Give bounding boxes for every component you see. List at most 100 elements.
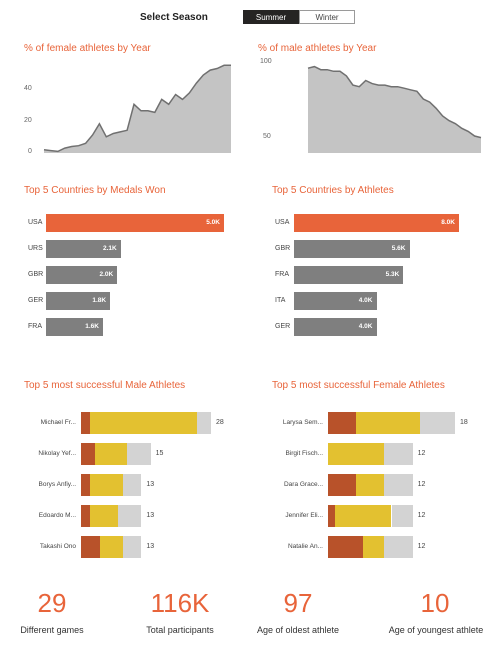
athletes-bar[interactable]: 8.0K bbox=[294, 214, 459, 232]
medals-bar[interactable]: 2.0K bbox=[46, 266, 118, 284]
male-athletes-bronze-segment[interactable] bbox=[81, 443, 95, 465]
female-athletes-athlete-name: Jennifer Eli... bbox=[285, 512, 323, 519]
male-athletes-silver-segment[interactable] bbox=[127, 443, 151, 465]
season-slicer-label: Select Season bbox=[140, 12, 208, 23]
athletes-data-label: 8.0K bbox=[441, 219, 455, 226]
male-athletes-silver-segment[interactable] bbox=[122, 536, 142, 558]
female-ytick-0: 0 bbox=[28, 148, 32, 155]
female-athletes-gold-segment[interactable] bbox=[328, 443, 385, 465]
athletes-bar[interactable]: 5.6K bbox=[294, 240, 410, 258]
male-athletes-athlete-name: Borys Anfiy... bbox=[38, 481, 76, 488]
kpi-games-value: 29 bbox=[37, 588, 67, 618]
medals-category-label: USA bbox=[28, 219, 43, 226]
female-athletes-gold-segment[interactable] bbox=[335, 505, 392, 527]
male-athletes-bronze-segment[interactable] bbox=[81, 536, 100, 558]
medals-data-label: 1.8K bbox=[92, 297, 107, 304]
female-athletes-silver-segment[interactable] bbox=[419, 412, 455, 434]
female-athletes-total-label: 18 bbox=[460, 419, 468, 426]
female-athletes-total-label: 12 bbox=[417, 450, 426, 457]
female-pct-series-line bbox=[43, 64, 231, 153]
male-athletes-gold-segment[interactable] bbox=[90, 505, 119, 527]
male-athletes-gold-segment[interactable] bbox=[94, 443, 128, 465]
athletes-data-label: 5.6K bbox=[391, 245, 406, 252]
female-athletes-silver-segment[interactable] bbox=[384, 536, 413, 558]
male-athletes-silver-segment[interactable] bbox=[118, 505, 142, 527]
kpi-youngest-value: 10 bbox=[420, 588, 450, 618]
male-athletes-bronze-segment[interactable] bbox=[81, 412, 91, 434]
medals-category-label: FRA bbox=[28, 323, 42, 330]
medals-data-label: 2.0K bbox=[99, 271, 114, 278]
female-pct-area bbox=[44, 65, 231, 153]
male-athletes-athlete-name: Nikolay Yef... bbox=[38, 450, 76, 457]
male-ytick-100: 100 bbox=[260, 58, 272, 65]
female-athletes-bronze-segment[interactable] bbox=[328, 474, 357, 496]
kpi-oldest-label: Age of oldest athlete bbox=[256, 625, 340, 635]
male-athletes-silver-segment[interactable] bbox=[197, 412, 211, 434]
kpi-participants-label: Total participants bbox=[146, 625, 214, 635]
athletes-category-label: USA bbox=[275, 219, 290, 226]
athletes-category-label: GBR bbox=[275, 245, 291, 252]
athletes-bar[interactable]: 5.3K bbox=[294, 266, 404, 284]
athletes-category-label: FRA bbox=[275, 271, 289, 278]
female-athletes-chart-title: Top 5 most successful Female Athletes bbox=[272, 380, 445, 391]
female-athletes-bronze-segment[interactable] bbox=[328, 536, 364, 558]
male-athletes-total-label: 13 bbox=[146, 543, 155, 550]
female-athletes-gold-segment[interactable] bbox=[356, 412, 420, 434]
female-athletes-gold-segment[interactable] bbox=[363, 536, 385, 558]
medals-category-label: GBR bbox=[28, 271, 44, 278]
male-ytick-50: 50 bbox=[263, 133, 271, 140]
athletes-category-label: GER bbox=[275, 323, 291, 330]
male-athletes-chart-title: Top 5 most successful Male Athletes bbox=[24, 380, 186, 391]
female-ytick-20: 20 bbox=[24, 117, 32, 124]
season-winter-button[interactable]: Winter bbox=[299, 10, 355, 24]
female-ytick-40: 40 bbox=[24, 85, 32, 92]
athletes-data-label: 5.3K bbox=[385, 271, 400, 278]
medals-bar[interactable]: 2.1K bbox=[46, 240, 121, 258]
female-athletes-gold-segment[interactable] bbox=[356, 474, 385, 496]
male-pct-area bbox=[308, 66, 481, 153]
female-athletes-athlete-name: Dara Grace... bbox=[283, 481, 323, 488]
athletes-bar[interactable]: 4.0K bbox=[294, 292, 377, 310]
male-athletes-gold-segment[interactable] bbox=[90, 412, 198, 434]
female-athletes-athlete-name: Larysa Sem... bbox=[282, 419, 323, 426]
male-athletes-gold-segment[interactable] bbox=[90, 474, 123, 496]
female-athletes-bronze-segment[interactable] bbox=[328, 412, 357, 434]
female-pct-chart-title: % of female athletes by Year bbox=[24, 43, 151, 54]
male-athletes-total-label: 13 bbox=[146, 481, 155, 488]
medals-data-label: 1.6K bbox=[85, 323, 99, 330]
male-athletes-athlete-name: Edoardo M... bbox=[38, 512, 76, 519]
female-athletes-bronze-segment[interactable] bbox=[328, 505, 336, 527]
female-athletes-silver-segment[interactable] bbox=[384, 474, 413, 496]
kpi-participants-value: 116K bbox=[150, 588, 210, 618]
kpi-oldest-value: 97 bbox=[283, 588, 313, 618]
athletes-chart-title: Top 5 Countries by Athletes bbox=[272, 185, 394, 196]
athletes-data-label: 4.0K bbox=[358, 323, 373, 330]
athletes-data-label: 4.0K bbox=[358, 297, 373, 304]
athletes-category-label: ITA bbox=[275, 297, 286, 304]
season-summer-button[interactable]: Summer bbox=[243, 10, 299, 24]
male-athletes-bronze-segment[interactable] bbox=[81, 505, 91, 527]
male-athletes-athlete-name: Takashi Ono bbox=[39, 543, 76, 550]
male-athletes-total-label: 28 bbox=[216, 419, 224, 426]
medals-data-label: 2.1K bbox=[103, 245, 117, 252]
kpi-games-label: Different games bbox=[20, 625, 84, 635]
male-athletes-silver-segment[interactable] bbox=[122, 474, 142, 496]
female-athletes-total-label: 12 bbox=[417, 543, 426, 550]
female-athletes-silver-segment[interactable] bbox=[391, 505, 413, 527]
male-athletes-gold-segment[interactable] bbox=[99, 536, 123, 558]
athletes-bar[interactable]: 4.0K bbox=[294, 318, 377, 336]
male-athletes-bronze-segment[interactable] bbox=[81, 474, 91, 496]
male-athletes-total-label: 13 bbox=[146, 512, 155, 519]
female-athletes-silver-segment[interactable] bbox=[384, 443, 413, 465]
medals-bar[interactable]: 1.8K bbox=[46, 292, 111, 310]
female-athletes-total-label: 12 bbox=[417, 481, 426, 488]
medals-data-label: 5.0K bbox=[206, 219, 220, 226]
medals-bar[interactable]: 5.0K bbox=[46, 214, 224, 232]
male-pct-chart-title: % of male athletes by Year bbox=[258, 43, 377, 54]
medals-chart-title: Top 5 Countries by Medals Won bbox=[24, 185, 166, 196]
male-athletes-total-label: 15 bbox=[155, 450, 164, 457]
male-pct-series-line bbox=[307, 65, 482, 139]
medals-bar[interactable]: 1.6K bbox=[46, 318, 103, 336]
medals-category-label: GER bbox=[28, 297, 44, 304]
